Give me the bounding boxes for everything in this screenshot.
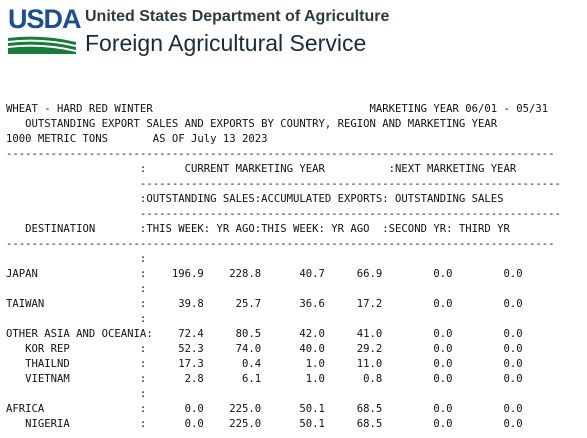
usda-logo[interactable]: USDA [8,6,82,54]
report-line: KOR REP : 52.3 74.0 40.0 29.2 0.0 0.0 [6,343,523,355]
report-line: : [6,253,147,265]
report-line: : [6,313,147,325]
report-line: WHEAT - HARD RED WINTER MARKETING YEAR 0… [6,103,549,115]
report-line: DESTINATION :THIS WEEK: YR AGO:THIS WEEK… [6,223,510,235]
report-line: :OUTSTANDING SALES:ACCUMULATED EXPORTS: … [6,193,504,205]
report-line: ----------------------------------------… [6,208,561,220]
report-line: : [6,283,147,295]
report-line: AFRICA : 0.0 225.0 50.1 68.5 0.0 0.0 [6,403,523,415]
report-line: TAIWAN : 39.8 25.7 36.6 17.2 0.0 0.0 [6,298,523,310]
report-line: OTHER ASIA AND OCEANIA: 72.4 80.5 42.0 4… [6,328,523,340]
report-line: THAILND : 17.3 0.4 1.0 11.0 0.0 0.0 [6,358,523,370]
report-line: ----------------------------------------… [6,238,555,250]
export-sales-report: WHEAT - HARD RED WINTER MARKETING YEAR 0… [6,102,561,432]
report-line: NIGERIA : 0.0 225.0 50.1 68.5 0.0 0.0 [6,418,523,430]
report-line: OUTSTANDING EXPORT SALES AND EXPORTS BY … [6,118,498,130]
report-line: : [6,388,147,400]
report-line: : CURRENT MARKETING YEAR :NEXT MARKETING… [6,163,517,175]
report-line: VIETNAM : 2.8 6.1 1.0 0.8 0.0 0.0 [6,373,523,385]
usda-logo-text: USDA [8,4,82,34]
report-line: ----------------------------------------… [6,148,555,160]
department-name: United States Department of Agriculture [85,8,390,25]
service-name: Foreign Agricultural Service [85,30,367,56]
site-header: USDA United States Department of Agricul… [0,0,587,62]
report-line: 1000 METRIC TONS AS OF July 13 2023 [6,133,268,145]
field-rows-icon [8,36,76,54]
report-line: JAPAN : 196.9 228.8 40.7 66.9 0.0 0.0 [6,268,523,280]
report-line: ----------------------------------------… [6,178,561,190]
